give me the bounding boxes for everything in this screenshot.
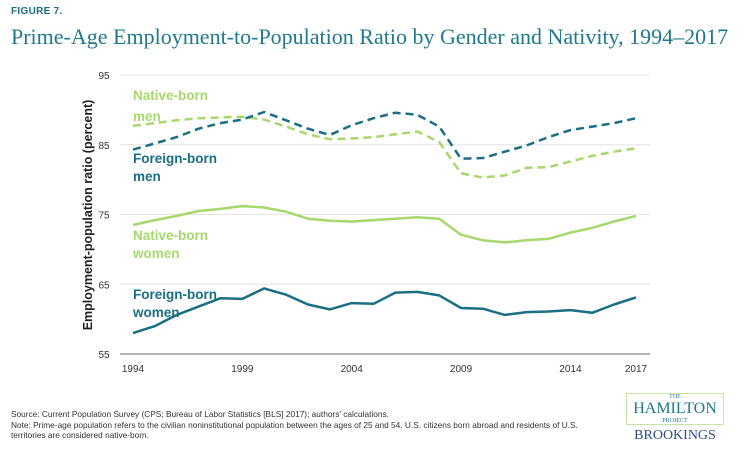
x-tick-label: 1999 xyxy=(231,364,254,375)
y-axis-label: Employment-population ratio (percent) xyxy=(81,100,95,331)
line-chart: 55 65 75 85 95 1994 1999 2004 2009 2014 2017 Employ… xyxy=(81,71,650,375)
logo-hamilton: HAMILTON xyxy=(633,400,717,417)
series-line-foreign-born-men xyxy=(132,110,637,160)
logo-project: PROJECT xyxy=(662,418,688,424)
x-tick-label: 2017 xyxy=(625,364,648,375)
x-tick-label: 2004 xyxy=(341,364,364,375)
logo-brookings: BROOKINGS xyxy=(634,428,716,443)
hamilton-brookings-logo: THE HAMILTON PROJECT BROOKINGS xyxy=(626,393,724,444)
series-label: Foreign-born xyxy=(133,287,217,302)
y-tick-label: 55 xyxy=(98,350,110,361)
x-tick-label: 2009 xyxy=(450,364,473,375)
y-tick-label: 95 xyxy=(98,71,110,82)
y-tick-label: 85 xyxy=(98,141,110,152)
series-label: women xyxy=(132,305,180,320)
y-tick-label: 75 xyxy=(98,211,110,222)
chart-title: Prime-Age Employment-to-Population Ratio… xyxy=(11,24,729,49)
series-line-foreign-born-women xyxy=(132,287,637,335)
series-label: men xyxy=(133,109,161,124)
series-label: Foreign-born xyxy=(133,151,217,166)
x-tick-label: 2014 xyxy=(559,364,582,375)
series-line-native-born-men xyxy=(132,115,637,179)
note-text: Note: Prime-age population refers to the… xyxy=(11,420,578,440)
series-label: men xyxy=(133,169,161,184)
figure-label: FIGURE 7. xyxy=(11,6,63,17)
series-line-native-born-women xyxy=(132,204,637,244)
series-label: Native-born xyxy=(133,88,208,103)
y-tick-label: 65 xyxy=(98,280,110,291)
source-text: Source: Current Population Survey (CPS; … xyxy=(11,409,389,419)
x-tick-label: 1994 xyxy=(122,364,145,375)
series-label: women xyxy=(132,246,180,261)
series-label: Native-born xyxy=(133,228,208,243)
logo-the: THE xyxy=(669,394,681,400)
